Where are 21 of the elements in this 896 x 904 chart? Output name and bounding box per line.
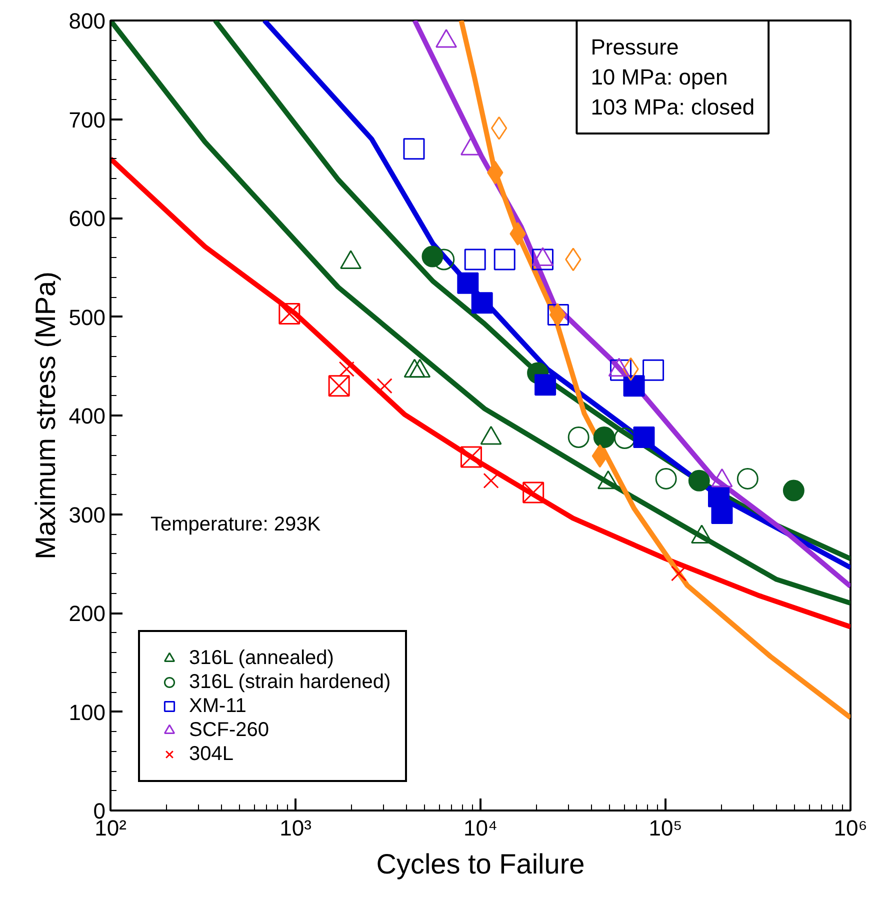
y-tick-label: 100: [68, 700, 106, 725]
annotation: Pressure 10 MPa: open 103 MPa: closed: [590, 34, 755, 120]
legend-label: 316L (annealed): [189, 646, 334, 670]
y-axis-title: Maximum stress (MPa): [30, 272, 61, 560]
x-tick-label: 10⁵: [648, 816, 682, 840]
legend-label: XM-11: [189, 694, 246, 718]
y-tick-label: 500: [68, 304, 106, 330]
x-tick-label: 10⁶: [834, 816, 868, 840]
legend-label: SCF-260: [189, 718, 270, 742]
y-tick-label: 600: [68, 206, 106, 231]
y-tick-label: 400: [68, 404, 106, 428]
x-axis-title: Cycles to Failure: [376, 848, 585, 880]
x-tick-label: 10³: [280, 816, 312, 840]
y-tick-label: 200: [68, 601, 106, 626]
legend-label: 316L (strain hardened): [189, 670, 391, 694]
y-tick-label: 300: [68, 502, 106, 528]
legend-label: 304L: [189, 742, 234, 766]
annotation: Temperature: 293K: [150, 514, 322, 536]
x-tick-label: 10⁴: [464, 816, 498, 840]
y-tick-label: 800: [68, 8, 106, 34]
y-tick-label: 700: [68, 107, 106, 132]
